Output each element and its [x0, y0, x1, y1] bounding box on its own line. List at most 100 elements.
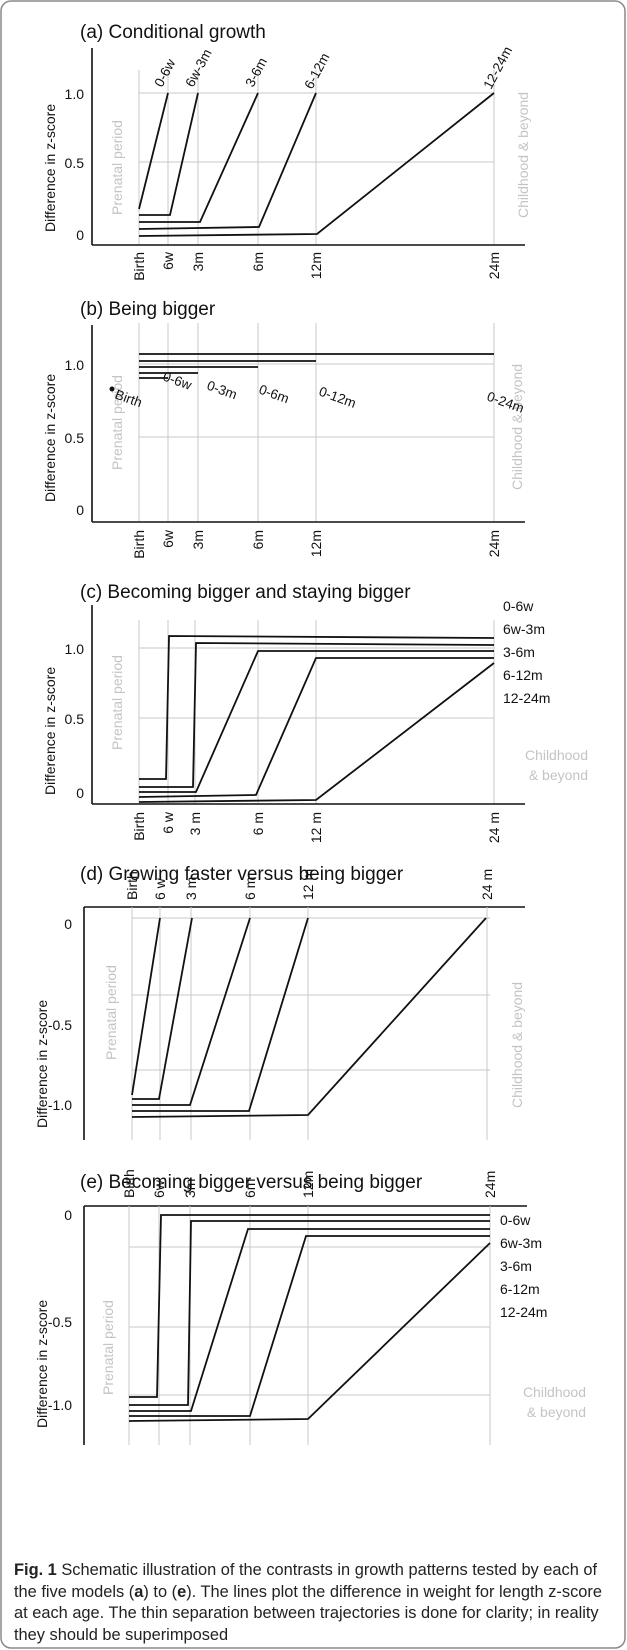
caption-text-2: ) to (	[143, 1582, 178, 1601]
chart-a-title: (a) Conditional growth	[80, 22, 266, 43]
trajectory-line	[139, 642, 495, 788]
x-tick-label: 12m	[308, 252, 324, 279]
trajectory-line	[131, 917, 487, 1118]
chart-e-title: (e) Becoming bigger versus being bigger	[80, 1172, 423, 1193]
trajectory-line	[129, 1214, 490, 1398]
childhood-label: & beyond	[527, 1404, 586, 1420]
x-tick-label: 24 m	[486, 812, 502, 843]
y-tick-label: 0.5	[65, 711, 85, 727]
trajectory-line	[129, 1220, 490, 1406]
x-tick-label: Birth	[131, 530, 147, 559]
x-tick-label: Birth	[131, 252, 147, 281]
legend-item: 0-6w	[500, 1212, 531, 1228]
chart-e: (e) Becoming bigger versus being bigger 0…	[34, 1169, 586, 1445]
prenatal-label: Prenatal period	[109, 120, 125, 215]
legend-item: 3-6m	[500, 1258, 532, 1274]
caption-panel-a: a	[134, 1582, 144, 1601]
trajectory-line	[139, 92, 199, 216]
y-tick-label: 0	[76, 502, 84, 518]
childhood-label: Childhood	[525, 747, 588, 763]
x-tick-label: 6 m	[242, 877, 258, 900]
childhood-label: Childhood & beyond	[515, 92, 531, 218]
x-tick-label: 6 w	[152, 877, 168, 900]
segment-label: 3-6m	[242, 55, 270, 89]
y-tick-label: 1.0	[65, 641, 85, 657]
birth-marker	[109, 386, 115, 392]
y-tick-label: 1.0	[65, 357, 85, 373]
legend-item: 12-24m	[500, 1304, 547, 1320]
legend-item: 6-12m	[503, 667, 543, 683]
trajectory-line	[128, 1242, 491, 1422]
trajectory-line	[139, 92, 259, 223]
figure-caption: Fig. 1 Schematic illustration of the con…	[14, 1560, 614, 1646]
y-tick-label: 0	[76, 785, 84, 801]
y-axis-label: Difference in z-score	[42, 374, 58, 502]
y-tick-label: -0.5	[48, 1017, 72, 1033]
legend-item: 3-6m	[503, 644, 535, 660]
y-tick-label: -0.5	[48, 1314, 72, 1330]
trajectory-line	[138, 662, 495, 803]
prenatal-label: Prenatal period	[103, 965, 119, 1060]
chart-d-title: (d) Growing faster versus being bigger	[80, 864, 404, 885]
y-tick-label: 0.5	[65, 430, 85, 446]
childhood-label: & beyond	[529, 767, 588, 783]
chart-c: (c) Becoming bigger and staying bigger 1.…	[42, 582, 588, 843]
trajectory-line	[132, 917, 309, 1112]
x-tick-label: 24 m	[479, 869, 495, 900]
x-tick-label: 3m	[190, 530, 206, 549]
y-tick-label: -1.0	[48, 1397, 72, 1413]
legend-item: 0-6w	[503, 598, 534, 614]
y-axis-label: Difference in z-score	[34, 1300, 50, 1428]
y-axis-label: Difference in z-score	[34, 1000, 50, 1128]
childhood-label: Childhood	[523, 1384, 586, 1400]
x-tick-label: 24m	[486, 252, 502, 279]
trajectory-line	[139, 650, 494, 793]
x-tick-label: 12 m	[308, 812, 324, 843]
prenatal-label: Prenatal period	[109, 375, 125, 470]
legend-item: 6-12m	[500, 1281, 540, 1297]
chart-b: (b) Being bigger 1.0 0.5 0 Difference in z-s…	[42, 299, 526, 559]
trajectory-line	[132, 917, 193, 1100]
trajectory-line	[138, 657, 494, 798]
y-axis-label: Difference in z-score	[42, 667, 58, 795]
caption-panel-e: e	[177, 1582, 187, 1601]
trajectory-line	[138, 92, 495, 237]
x-tick-label: 24m	[482, 1171, 498, 1198]
x-tick-label: Birth	[131, 812, 147, 841]
segment-label: 12-24m	[480, 44, 515, 91]
trajectory-line	[129, 1235, 490, 1417]
y-axis-label: Difference in z-score	[42, 104, 58, 232]
figure-panels: (a) Conditional growth 1.0 0.5 0 Difference …	[34, 22, 588, 1445]
x-tick-label: 12m	[308, 530, 324, 557]
y-tick-label: 0	[64, 1207, 72, 1223]
trajectory-line	[138, 92, 169, 210]
x-tick-label: 6m	[250, 252, 266, 271]
chart-b-title: (b) Being bigger	[80, 299, 216, 320]
childhood-label: Childhood & beyond	[509, 982, 525, 1108]
prenatal-label: Prenatal period	[109, 655, 125, 750]
legend-item: 6w-3m	[503, 621, 545, 637]
legend-item: 12-24m	[503, 690, 550, 706]
x-tick-label: 6w	[151, 1179, 167, 1198]
x-tick-label: 3 m	[187, 812, 203, 835]
segment-label: 0-12m	[317, 384, 358, 411]
y-tick-label: 0	[64, 916, 72, 932]
x-tick-label: Birth	[121, 1169, 137, 1198]
chart-a: (a) Conditional growth 1.0 0.5 0 Difference …	[42, 22, 531, 281]
caption-text-3: ). The lines plot the difference in weig…	[14, 1582, 602, 1644]
chart-d: (d) Growing faster versus being bigger 0 -…	[34, 864, 525, 1140]
x-tick-label: 3 m	[183, 877, 199, 900]
x-tick-label: Birth	[124, 871, 140, 900]
legend-item: 6w-3m	[500, 1235, 542, 1251]
y-tick-label: 0	[76, 227, 84, 243]
x-tick-label: 3m	[190, 252, 206, 271]
x-tick-label: 12 m	[300, 869, 316, 900]
trajectory-line	[132, 917, 251, 1106]
caption-label: Fig. 1	[14, 1561, 57, 1579]
segment-label: 6-12m	[301, 51, 332, 92]
trajectory-line	[139, 635, 495, 780]
x-tick-label: 12m	[300, 1171, 316, 1198]
x-tick-label: 6 m	[250, 812, 266, 835]
x-tick-label: 3m	[182, 1179, 198, 1198]
